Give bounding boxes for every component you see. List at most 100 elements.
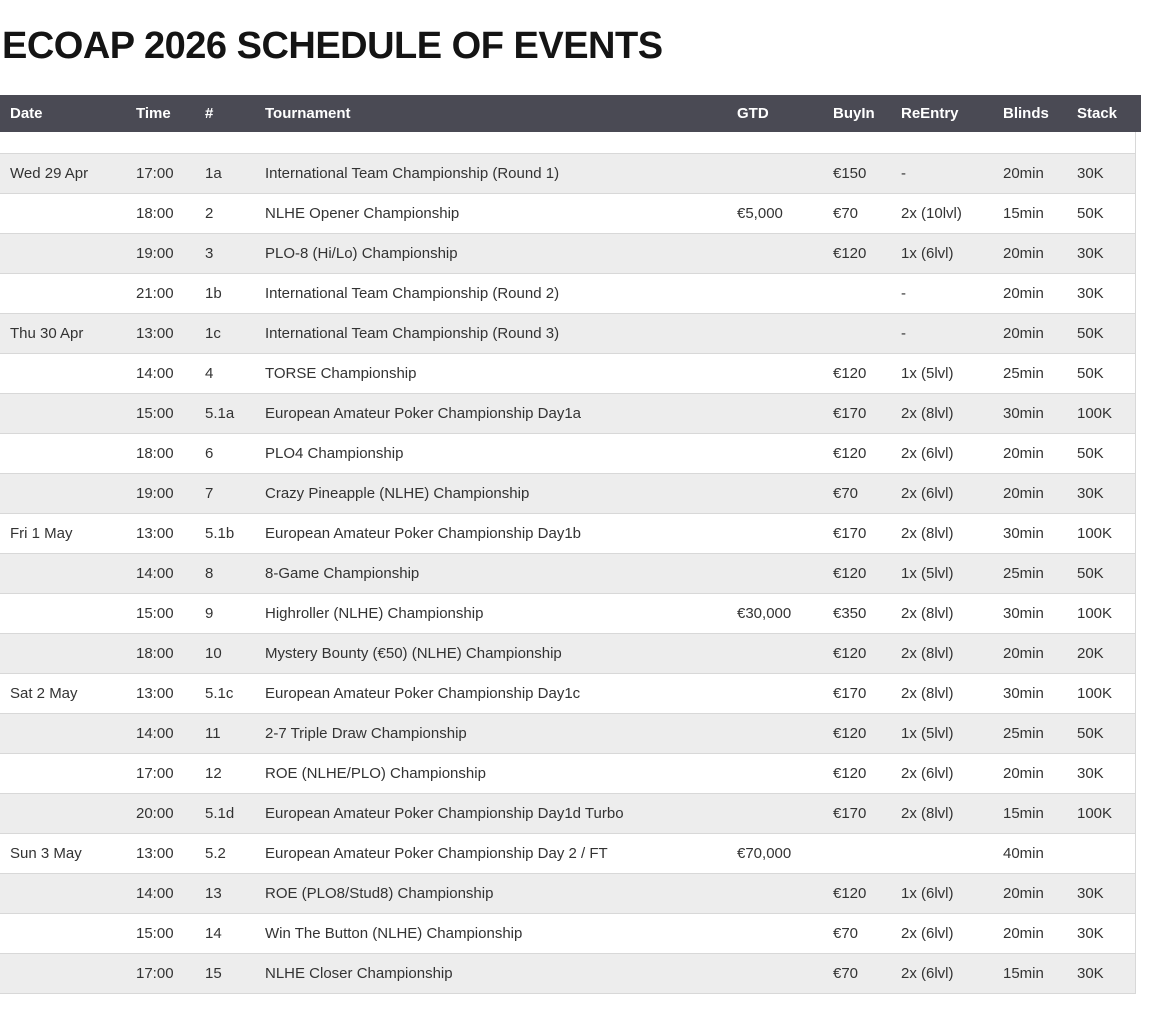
cell-blinds: 15min [1003,964,1044,982]
cell-date [0,953,136,993]
cell-num: 1b [205,284,222,302]
column-header-date: Date [0,95,136,132]
cell-date [0,353,136,393]
cell-blinds: 30min [1003,684,1044,702]
cell-num: 1c [205,324,221,342]
cell-time: 17:00 [136,764,174,782]
cell-tournament: NLHE Closer Championship [265,964,453,982]
table-row: 21:00 1b International Team Championship (… [0,273,1135,313]
cell-buyin: €120 [833,364,867,382]
cell-time: 13:00 [136,844,174,862]
cell-date [0,273,136,313]
table-row: 15:00 14 Win The Button (NLHE) Championshi… [0,913,1135,953]
cell-reentry: 1x (5lvl) [901,364,954,382]
cell-reentry: 2x (6lvl) [901,964,954,982]
cell-gtd [737,233,833,273]
table-row: 15:00 9 Highroller (NLHE) Championship €30,… [0,593,1135,633]
cell-tournament: European Amateur Poker Championship Day1… [265,524,582,542]
cell-tournament: NLHE Opener Championship [265,204,460,222]
cell-stack: 30K [1077,244,1104,262]
cell-blinds: 20min [1003,884,1044,902]
cell-num: 14 [205,924,222,942]
cell-buyin: €170 [833,524,867,542]
cell-time: 14:00 [136,564,174,582]
cell-time: 18:00 [136,204,174,222]
cell-gtd [737,873,833,913]
cell-tournament: International Team Championship (Round 2… [265,284,560,302]
cell-num: 5.1d [205,804,235,822]
cell-blinds: 30min [1003,524,1044,542]
cell-blinds: 20min [1003,764,1044,782]
column-header-time: Time [136,95,205,132]
cell-gtd [737,473,833,513]
cell-date [0,193,136,233]
cell-tournament: Mystery Bounty (€50) (NLHE) Championship [265,644,562,662]
cell-num: 11 [205,724,221,742]
cell-blinds: 40min [1003,844,1044,862]
schedule-body: Wed 29 Apr 17:00 1a International Team Cham… [0,132,1135,993]
table-row: 17:00 12 ROE (NLHE/PLO) Championship €120 2x… [0,753,1135,793]
cell-gtd [737,953,833,993]
cell-date [0,593,136,633]
cell-buyin: €170 [833,804,867,822]
cell-tournament: European Amateur Poker Championship Day1… [265,684,581,702]
table-row: 15:00 5.1a European Amateur Poker Champion… [0,393,1135,433]
cell-num: 8 [205,564,214,582]
column-header-blinds: Blinds [1003,95,1077,132]
cell-stack: 30K [1077,964,1104,982]
cell-time: 14:00 [136,724,174,742]
table-row: Wed 29 Apr 17:00 1a International Team Cham… [0,153,1135,193]
cell-gtd: €30,000 [737,604,792,622]
cell-date [0,473,136,513]
cell-buyin: €120 [833,764,867,782]
table-row: 20:00 5.1d European Amateur Poker Champion… [0,793,1135,833]
cell-date: Wed 29 Apr [10,164,89,182]
table-row: 17:00 15 NLHE Closer Championship €70 2x (6l… [0,953,1135,993]
cell-gtd [737,793,833,833]
cell-time: 13:00 [136,684,174,702]
header-bar-extension [1135,95,1141,132]
cell-time: 15:00 [136,404,174,422]
cell-date [0,753,136,793]
cell-time: 17:00 [136,964,174,982]
cell-reentry: 1x (5lvl) [901,564,954,582]
table-row: 14:00 13 ROE (PLO8/Stud8) Championship €120… [0,873,1135,913]
cell-num: 2 [205,204,214,222]
cell-reentry: 2x (8lvl) [901,644,954,662]
cell-time: 14:00 [136,884,174,902]
cell-date: Sat 2 May [10,684,78,702]
cell-stack: 100K [1077,404,1113,422]
cell-reentry: 2x (8lvl) [901,684,954,702]
cell-buyin: €70 [833,204,859,222]
cell-stack: 50K [1077,324,1104,342]
cell-time: 19:00 [136,244,174,262]
cell-date [0,793,136,833]
cell-gtd [737,633,833,673]
cell-reentry: - [901,164,906,182]
cell-date [0,553,136,593]
cell-blinds: 20min [1003,244,1044,262]
cell-num: 6 [205,444,214,462]
cell-buyin: €150 [833,164,867,182]
column-header-gtd: GTD [737,95,833,132]
cell-buyin: €120 [833,244,867,262]
cell-date [0,913,136,953]
cell-gtd [737,273,833,313]
cell-num: 5.1c [205,684,234,702]
cell-reentry: 2x (8lvl) [901,524,954,542]
cell-buyin [833,273,901,313]
cell-stack: 30K [1077,164,1104,182]
cell-buyin: €70 [833,484,859,502]
table-row: Sun 3 May 13:00 5.2 European Amateur Poker … [0,833,1135,873]
cell-date [0,873,136,913]
cell-gtd [737,753,833,793]
schedule-table-wrapper: Date Time # Tournament GTD BuyIn ReEntry Blinds… [0,95,1141,994]
cell-num: 3 [205,244,214,262]
cell-tournament: 8-Game Championship [265,564,420,582]
cell-reentry [901,833,1003,873]
cell-blinds: 20min [1003,284,1044,302]
cell-time: 14:00 [136,364,174,382]
cell-reentry: 1x (5lvl) [901,724,954,742]
table-row: Thu 30 Apr 13:00 1c International Team Cham… [0,313,1135,353]
table-row: 18:00 2 NLHE Opener Championship €5,000 €70 2… [0,193,1135,233]
